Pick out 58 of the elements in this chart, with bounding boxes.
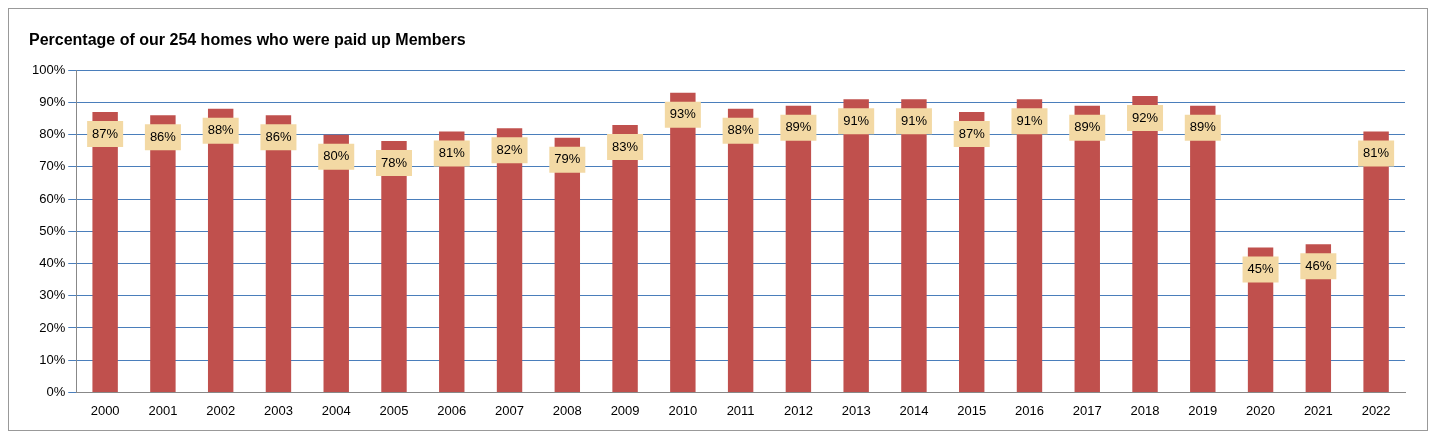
x-tick-label: 2021 <box>1303 402 1333 418</box>
data-label: 46% <box>1305 257 1332 273</box>
data-label: 91% <box>843 112 870 128</box>
x-tick-label: 2004 <box>321 402 351 418</box>
x-tick-label: 2019 <box>1188 402 1218 418</box>
data-label: 89% <box>785 119 812 135</box>
data-label: 93% <box>669 106 697 122</box>
data-label: 87% <box>92 125 119 141</box>
x-tick-label: 2022 <box>1361 402 1391 418</box>
x-tick-label: 2013 <box>841 402 871 418</box>
y-tick-label: 40% <box>39 255 66 271</box>
y-tick-label: 50% <box>39 222 66 238</box>
x-tick-label: 2001 <box>148 402 178 418</box>
y-tick-label: 90% <box>39 94 66 109</box>
y-tick-label: 100% <box>32 61 66 77</box>
x-tick-label: 2003 <box>263 402 293 418</box>
data-label: 88% <box>207 122 235 138</box>
data-label: 81% <box>1363 145 1390 160</box>
data-label: 86% <box>265 128 292 144</box>
data-label: 45% <box>1247 260 1275 276</box>
data-label: 82% <box>496 141 523 157</box>
x-tick-label: 2011 <box>726 402 755 418</box>
chart-title: Percentage of our 254 homes who were paid up Members <box>29 31 466 49</box>
data-label: 92% <box>1132 109 1159 125</box>
x-tick-label: 2012 <box>783 402 813 418</box>
x-tick-label: 2005 <box>379 402 409 418</box>
data-label: 91% <box>900 112 928 128</box>
y-tick-label: 0% <box>46 383 66 399</box>
data-label: 88% <box>727 122 755 138</box>
x-tick-label: 2018 <box>1130 402 1160 418</box>
x-tick-label: 2008 <box>552 402 582 418</box>
x-tick-label: 2016 <box>1015 402 1044 418</box>
y-tick-label: 60% <box>39 190 66 206</box>
x-tick-label: 2009 <box>610 402 640 418</box>
x-tick-label: 2020 <box>1246 402 1276 418</box>
x-tick-label: 2000 <box>90 402 120 418</box>
y-tick-label: 30% <box>39 287 66 303</box>
x-tick-label: 2014 <box>899 402 929 418</box>
y-tick-label: 70% <box>39 158 66 174</box>
x-tick-label: 2010 <box>668 402 698 418</box>
data-label: 89% <box>1189 119 1217 135</box>
data-label: 87% <box>958 125 986 141</box>
x-tick-label: 2017 <box>1072 402 1102 418</box>
x-tick-label: 2006 <box>437 402 467 418</box>
data-label: 79% <box>554 151 581 167</box>
x-tick-label: 2007 <box>495 402 524 418</box>
y-tick-label: 20% <box>39 319 66 335</box>
y-tick-label: 10% <box>39 351 66 367</box>
data-label: 81% <box>438 145 466 160</box>
data-label: 83% <box>612 138 639 154</box>
x-tick-label: 2015 <box>957 402 987 418</box>
x-tick-label: 2002 <box>206 402 236 418</box>
y-tick-label: 80% <box>39 126 66 142</box>
data-label: 91% <box>1016 112 1043 128</box>
data-label: 78% <box>380 154 408 170</box>
data-label: 89% <box>1074 119 1101 135</box>
data-label: 86% <box>149 128 177 144</box>
data-label: 80% <box>323 148 350 164</box>
